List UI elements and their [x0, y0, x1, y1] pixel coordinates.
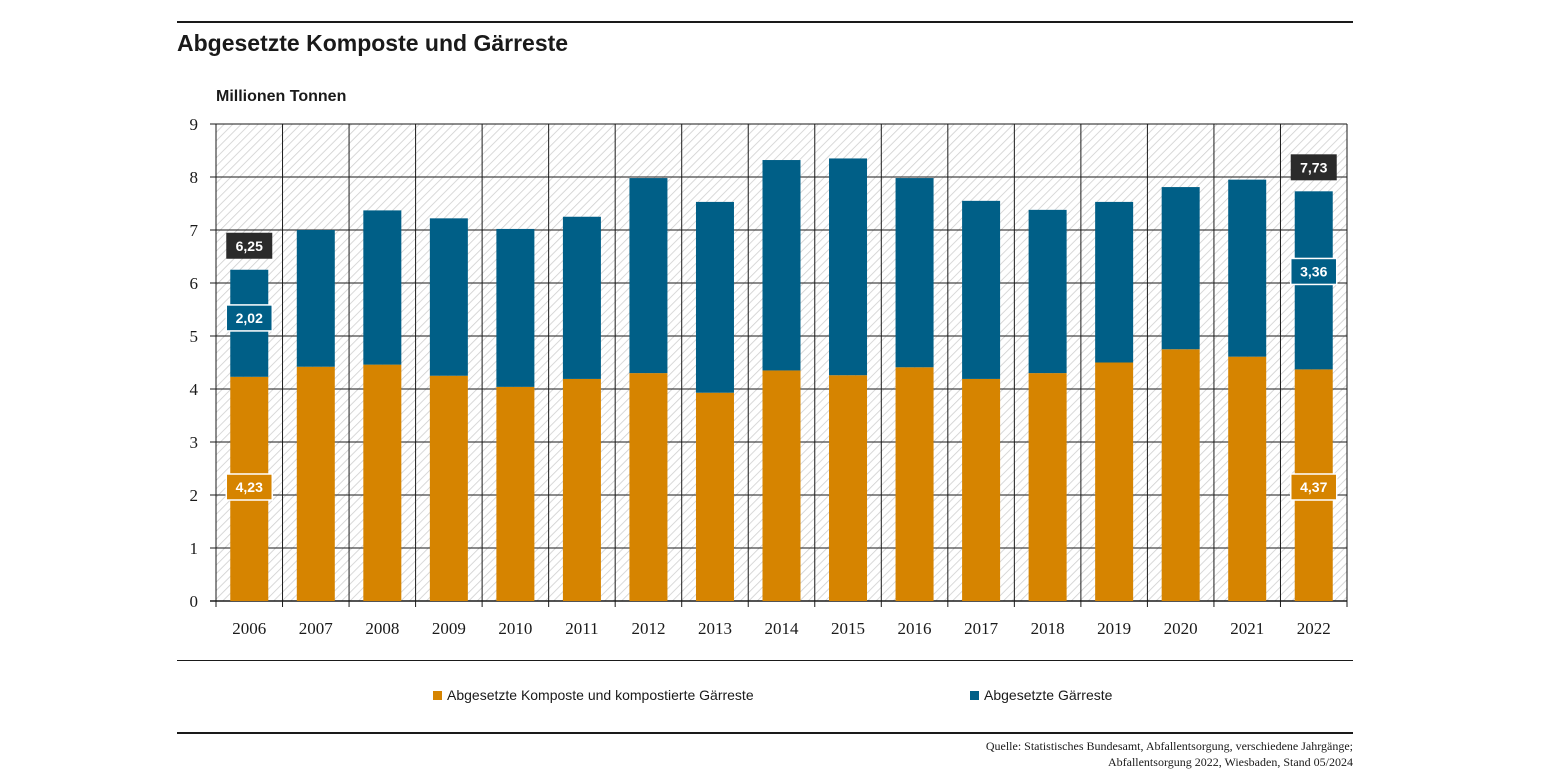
footer-rule: [177, 732, 1353, 734]
x-tick-label: 2015: [831, 619, 865, 638]
bar-gaerreste-2007: [296, 230, 335, 367]
y-tick-label: 2: [190, 486, 199, 505]
bar-komposte-2012: [629, 373, 668, 601]
y-tick-label: 1: [190, 539, 199, 558]
data-label-2022: 4,37: [1300, 479, 1327, 495]
x-tick-label: 2017: [964, 619, 999, 638]
source-line-1: Quelle: Statistisches Bundesamt, Abfalle…: [985, 739, 1353, 753]
x-tick-label: 2019: [1097, 619, 1131, 638]
source-line-2: Abfallentsorgung 2022, Wiesbaden, Stand …: [1107, 755, 1353, 769]
data-label-box-2022: [1289, 257, 1338, 286]
bar-komposte-2015: [829, 375, 868, 601]
y-tick-label: 7: [190, 221, 199, 240]
x-tick-label: 2016: [898, 619, 932, 638]
bar-gaerreste-2018: [1028, 209, 1067, 374]
bar-gaerreste-2013: [695, 201, 734, 393]
bar-gaerreste-2012: [629, 178, 668, 374]
bar-gaerreste-2020: [1161, 187, 1200, 350]
bar-komposte-2009: [429, 375, 468, 601]
y-tick-label: 4: [190, 380, 199, 399]
stacked-bar-chart: 0 1 2 3 4 5 6 7 8 9 2006 2007 2008 2009 2010 2011 2012 20…: [190, 115, 1348, 638]
x-tick-label: 2007: [299, 619, 334, 638]
bar-komposte-2010: [496, 386, 535, 601]
data-label-box-2006: [225, 473, 274, 501]
x-tick-label: 2018: [1031, 619, 1065, 638]
x-tick-label: 2009: [432, 619, 466, 638]
y-tick-label: 8: [190, 168, 199, 187]
data-label-box-2006: [226, 232, 273, 259]
legend-swatch-komposte: [433, 690, 442, 700]
legend-swatch-gaerreste: [970, 690, 979, 700]
x-tick-label: 2006: [232, 619, 266, 638]
y-tick-label: 5: [190, 327, 199, 346]
bar-gaerreste-2011: [562, 216, 601, 379]
legend-rule: [177, 660, 1353, 661]
bar-komposte-2011: [562, 378, 601, 601]
legend-item-komposte: Abgesetzte Komposte und kompostierte Gär…: [433, 687, 754, 703]
bar-gaerreste-2017: [962, 200, 1001, 379]
data-label-box-2006: [225, 304, 274, 332]
data-label-2022: 3,36: [1300, 263, 1327, 279]
x-tick-label: 2014: [765, 619, 800, 638]
y-tick-label: 0: [190, 592, 199, 611]
x-tick-label: 2012: [631, 619, 665, 638]
y-tick-label: 6: [190, 274, 199, 293]
data-label-box-2022: [1289, 473, 1338, 501]
bar-komposte-2013: [695, 392, 734, 601]
bar-gaerreste-2008: [363, 210, 402, 365]
data-label-2006: 6,25: [236, 238, 263, 254]
x-tick-label: 2011: [565, 619, 598, 638]
source-note: Quelle: Statistisches Bundesamt, Abfalle…: [986, 738, 1353, 770]
legend-item-gaerreste: Abgesetzte Gärreste: [970, 687, 1112, 703]
bar-gaerreste-2021: [1228, 179, 1267, 357]
x-tick-label: 2013: [698, 619, 732, 638]
bar-komposte-2020: [1161, 349, 1200, 601]
bar-gaerreste-2019: [1095, 201, 1134, 363]
bar-komposte-2007: [296, 366, 335, 601]
legend-label-gaerreste: Abgesetzte Gärreste: [984, 687, 1113, 703]
legend-label-komposte: Abgesetzte Komposte und kompostierte Gär…: [447, 687, 754, 703]
top-rule: [177, 21, 1353, 23]
bar-komposte-2016: [895, 367, 934, 601]
bar-komposte-2019: [1095, 362, 1134, 601]
bar-komposte-2018: [1028, 373, 1067, 601]
bar-komposte-2014: [762, 370, 801, 601]
bar-komposte-2017: [962, 378, 1001, 601]
bar-gaerreste-2014: [762, 160, 801, 371]
y-tick-label: 9: [190, 115, 199, 134]
x-tick-label: 2020: [1164, 619, 1198, 638]
data-label-box-2022: [1290, 154, 1337, 181]
x-tick-label: 2008: [365, 619, 399, 638]
data-label-2022: 7,73: [1300, 159, 1327, 175]
bar-gaerreste-2010: [496, 228, 535, 387]
bar-komposte-2021: [1228, 356, 1267, 601]
chart-title: Abgesetzte Komposte und Gärreste: [177, 30, 569, 56]
bar-gaerreste-2015: [829, 158, 868, 376]
x-tick-label: 2021: [1230, 619, 1264, 638]
bar-gaerreste-2009: [429, 218, 468, 376]
bar-komposte-2008: [363, 364, 402, 601]
x-tick-label: 2010: [498, 619, 532, 638]
bar-gaerreste-2016: [895, 178, 934, 368]
data-label-2006: 4,23: [236, 479, 263, 495]
data-label-2006: 2,02: [236, 310, 263, 326]
y-tick-label: 3: [190, 433, 199, 452]
y-axis-label: Millionen Tonnen: [216, 88, 347, 105]
x-tick-label: 2022: [1297, 619, 1331, 638]
